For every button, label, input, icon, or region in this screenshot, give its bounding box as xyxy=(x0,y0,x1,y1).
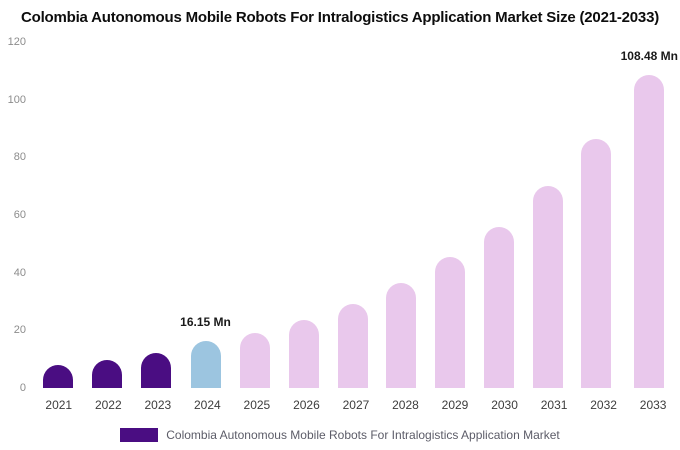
bar-column xyxy=(328,42,377,388)
bar-column xyxy=(377,42,426,388)
x-axis-label: 2029 xyxy=(441,398,469,412)
bar-2029 xyxy=(435,256,466,388)
bar-value-label: 108.48 Mn xyxy=(620,49,678,64)
y-axis-tick-label: 80 xyxy=(13,151,26,164)
x-axis-label: 2033 xyxy=(639,398,667,412)
y-axis-tick-label: 40 xyxy=(13,266,26,279)
bar-2023 xyxy=(140,353,171,388)
bar-column: 108.48 Mn xyxy=(621,42,678,388)
x-axis-label: 2024 xyxy=(194,398,221,412)
x-axis-label: 2027 xyxy=(342,398,370,412)
y-axis-tick-label: 100 xyxy=(7,93,26,106)
x-axis-label: 2021 xyxy=(45,398,73,412)
y-axis: 0 20 40 60 80 100 120 xyxy=(0,36,30,394)
bar-2022 xyxy=(92,360,123,388)
y-axis-tick-label: 0 xyxy=(19,382,26,394)
x-axis-label: 2022 xyxy=(94,398,122,412)
bar-2026 xyxy=(288,320,319,388)
bar-column xyxy=(231,42,280,388)
legend-label: Colombia Autonomous Mobile Robots For In… xyxy=(166,428,560,442)
bar-column xyxy=(83,42,132,388)
bar-column xyxy=(426,42,475,388)
plot-area: 16.15 Mn 108.48 Mn xyxy=(34,42,678,388)
x-axis-label: 2023 xyxy=(144,398,172,412)
bar-2024 xyxy=(190,341,221,388)
x-axis: 2021 2022 2023 2024 2025 2026 2027 2028 2029 2030… xyxy=(34,398,678,412)
bar-column xyxy=(572,42,621,388)
y-axis-tick-label: 60 xyxy=(13,209,26,221)
bar-column xyxy=(280,42,329,388)
bar-2032 xyxy=(581,138,612,388)
bar-2031 xyxy=(532,186,563,388)
bar-2025 xyxy=(240,333,271,388)
bar-2030 xyxy=(483,226,514,388)
x-axis-label: 2026 xyxy=(293,398,320,412)
bar-chart: 0 20 40 60 80 100 120 16.15 Mn 108.48 Mn 2021 20… xyxy=(0,36,680,414)
bar-value-label: 16.15 Mn xyxy=(180,315,231,330)
x-axis-label: 2025 xyxy=(243,398,271,412)
y-axis-tick-label: 20 xyxy=(13,324,26,337)
x-axis-label: 2031 xyxy=(540,398,568,412)
x-axis-label: 2028 xyxy=(392,398,419,412)
legend-swatch xyxy=(120,428,159,442)
bar-column xyxy=(34,42,83,388)
bar-2027 xyxy=(337,304,368,388)
y-axis-tick-label: 120 xyxy=(7,36,26,48)
bar-column: 16.15 Mn xyxy=(180,42,231,388)
bar-2033 xyxy=(634,75,665,388)
bar-column xyxy=(523,42,572,388)
bar-column xyxy=(131,42,180,388)
x-axis-label: 2030 xyxy=(491,398,518,412)
chart-title: Colombia Autonomous Mobile Robots For In… xyxy=(20,9,660,26)
legend: Colombia Autonomous Mobile Robots For In… xyxy=(0,428,680,442)
bar-column xyxy=(474,42,523,388)
bar-2021 xyxy=(43,364,74,388)
bar-2028 xyxy=(386,282,417,388)
x-axis-label: 2032 xyxy=(590,398,617,412)
